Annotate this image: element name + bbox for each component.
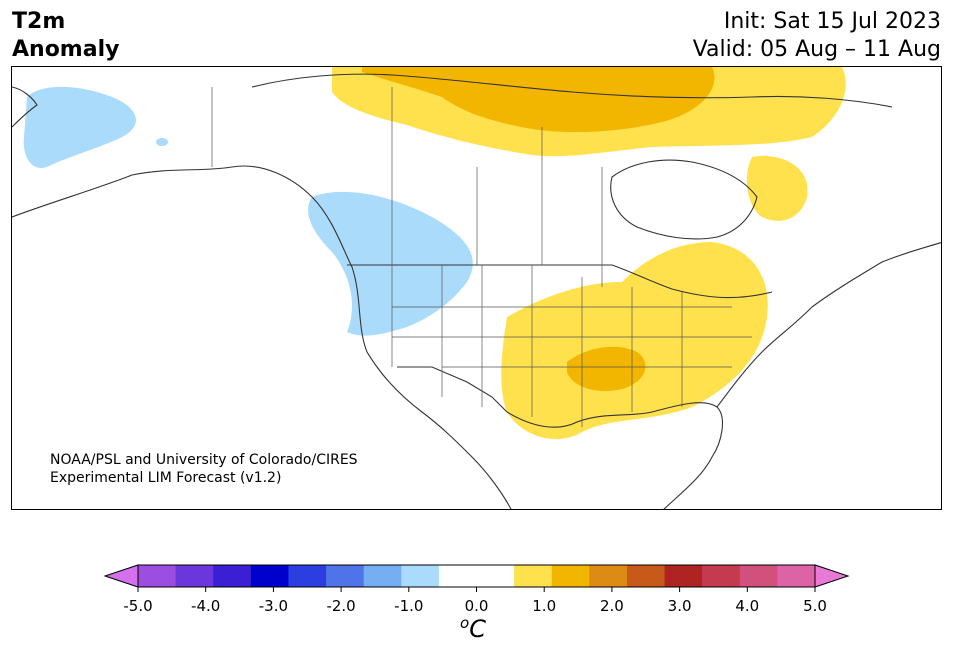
cool-anomaly-northwest xyxy=(308,191,473,336)
colorbar-svg: -5.0 -4.0 -3.0 -2.0 -1.0 0.0 1.0 2.0 3.0 4.0 5.0 xyxy=(103,564,850,615)
colorbar-bin xyxy=(777,565,816,587)
valid-date: Valid: 05 Aug – 11 Aug xyxy=(692,37,941,62)
colorbar-tick-label: -4.0 xyxy=(191,597,220,615)
colorbar-bin xyxy=(702,565,741,587)
credit-line-2: Experimental LIM Forecast (v1.2) xyxy=(50,470,282,486)
cool-anomaly-small xyxy=(156,138,168,146)
colorbar-tick-label: -1.0 xyxy=(394,597,423,615)
colorbar-bin xyxy=(739,565,778,587)
colorbar-tick-label: -3.0 xyxy=(259,597,288,615)
unit-degree: o xyxy=(460,614,470,632)
colorbar-tick-label: 1.0 xyxy=(532,597,556,615)
us-canada-border xyxy=(347,264,773,299)
colorbar-bin xyxy=(589,565,628,587)
warm-anomaly-labrador xyxy=(746,156,808,221)
credit-text: NOAA/PSL and University of Colorado/CIRE… xyxy=(50,451,358,487)
state-lines xyxy=(211,87,752,427)
colorbar-arrow-high xyxy=(814,564,850,588)
coastline-atlantic xyxy=(716,242,941,408)
colorbar-bin xyxy=(514,565,553,587)
credit-line-1: NOAA/PSL and University of Colorado/CIRE… xyxy=(50,452,358,468)
title-line-1: T2m xyxy=(12,9,66,34)
colorbar-bin xyxy=(401,565,440,587)
colorbar-tick-label: -5.0 xyxy=(123,597,152,615)
warm-anomaly-plains-core xyxy=(567,346,646,392)
coastline-alaska xyxy=(12,86,38,128)
colorbar-unit: oC xyxy=(460,614,486,643)
init-date: Init: Sat 15 Jul 2023 xyxy=(723,9,941,34)
coastline-arctic xyxy=(251,73,893,108)
colorbar-tick-label: 3.0 xyxy=(668,597,692,615)
colorbar-bin xyxy=(175,565,214,587)
colorbar-tick-label: 4.0 xyxy=(735,597,759,615)
colorbar-bin xyxy=(288,565,327,587)
forecast-dates: Init: Sat 15 Jul 2023 Valid: 05 Aug – 11… xyxy=(693,8,941,64)
anomaly-map: NOAA/PSL and University of Colorado/CIRE… xyxy=(11,66,942,510)
coastline-pacific xyxy=(12,165,512,509)
colorbar-tick-label: 2.0 xyxy=(600,597,624,615)
colorbar-bin xyxy=(476,565,515,587)
title-line-2: Anomaly xyxy=(12,37,120,62)
unit-label: C xyxy=(469,615,486,643)
colorbar-tick-label: -2.0 xyxy=(326,597,355,615)
warm-anomaly-plains xyxy=(501,242,768,440)
colorbar-bin xyxy=(664,565,703,587)
colorbar-bin xyxy=(326,565,365,587)
coastline-gulf xyxy=(506,402,723,509)
colorbar-bin xyxy=(551,565,590,587)
warm-anomaly-layer xyxy=(332,67,846,440)
colorbar-bin xyxy=(250,565,289,587)
cool-anomaly-layer xyxy=(23,86,473,336)
colorbar-bin xyxy=(363,565,402,587)
colorbar-bin xyxy=(213,565,252,587)
colorbar-bin xyxy=(138,565,177,587)
colorbar-arrow-low xyxy=(103,564,139,588)
map-title: T2m Anomaly xyxy=(12,8,119,64)
colorbar-tick-label: 5.0 xyxy=(803,597,827,615)
cool-anomaly-alaska xyxy=(23,86,136,168)
warm-anomaly-arctic-core xyxy=(362,67,715,133)
map-outlines xyxy=(12,73,941,509)
us-mexico-border xyxy=(397,366,508,413)
colorbar-bin xyxy=(626,565,666,587)
map-svg xyxy=(12,67,941,509)
colorbar-tick-label: 0.0 xyxy=(465,597,489,615)
colorbar: -5.0 -4.0 -3.0 -2.0 -1.0 0.0 1.0 2.0 3.0 4.0 5.0 xyxy=(0,556,953,656)
colorbar-bin xyxy=(438,565,477,587)
coastline-hudson xyxy=(610,159,758,240)
